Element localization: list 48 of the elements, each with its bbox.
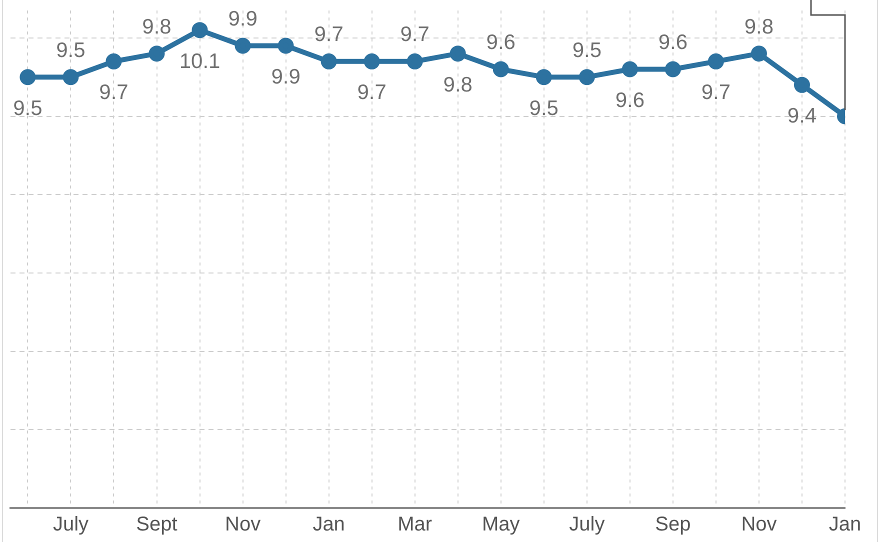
data-label: 9.9: [271, 66, 300, 89]
x-tick-label: Nov: [224, 514, 261, 536]
data-label: 9.5: [572, 38, 602, 62]
data-label: 9.7: [400, 23, 430, 46]
data-label: 9.8: [443, 73, 472, 96]
data-label: 9.6: [486, 31, 516, 54]
data-label: 9.5: [13, 96, 42, 120]
data-label: 9.7: [314, 23, 344, 46]
point: [234, 38, 251, 54]
data-label: 9.5: [529, 96, 558, 120]
point: [192, 22, 208, 38]
x-tick-label: July: [52, 514, 89, 536]
point: [536, 69, 552, 86]
x-tick-label: Jan: [312, 514, 345, 536]
data-label: 9.6: [658, 31, 688, 54]
point: [578, 69, 595, 86]
point: [794, 76, 810, 93]
point: [278, 38, 294, 54]
data-label: 9.5: [56, 38, 86, 62]
point: [106, 53, 122, 70]
point: [148, 46, 165, 62]
point: [364, 53, 380, 70]
point: [708, 53, 724, 70]
data-label: 9.7: [357, 81, 386, 104]
data-label: 9.8: [142, 15, 172, 38]
point: [20, 69, 36, 86]
point: [406, 53, 423, 70]
x-tick-label: Jan: [828, 514, 862, 536]
point: [62, 69, 79, 86]
x-tick-label: Mar: [398, 514, 432, 536]
data-label: 9.6: [615, 89, 645, 112]
x-tick-label: July: [569, 514, 605, 536]
x-tick-label: Sept: [136, 514, 178, 536]
data-label: 9.7: [99, 81, 128, 104]
data-label: 9.8: [744, 15, 774, 38]
data-label: 9.9: [228, 8, 258, 31]
point: [320, 53, 337, 70]
point: [750, 46, 767, 62]
point: [664, 61, 681, 78]
data-label: 10.1: [179, 50, 220, 73]
data-label: 9.4: [787, 104, 817, 128]
point: [492, 61, 509, 78]
point: [622, 61, 638, 78]
point: [450, 46, 466, 62]
x-tick-label: May: [482, 514, 520, 536]
data-label: 9.7: [701, 81, 731, 104]
x-tick-label: Sep: [655, 514, 691, 536]
x-tick-label: Nov: [741, 514, 777, 536]
